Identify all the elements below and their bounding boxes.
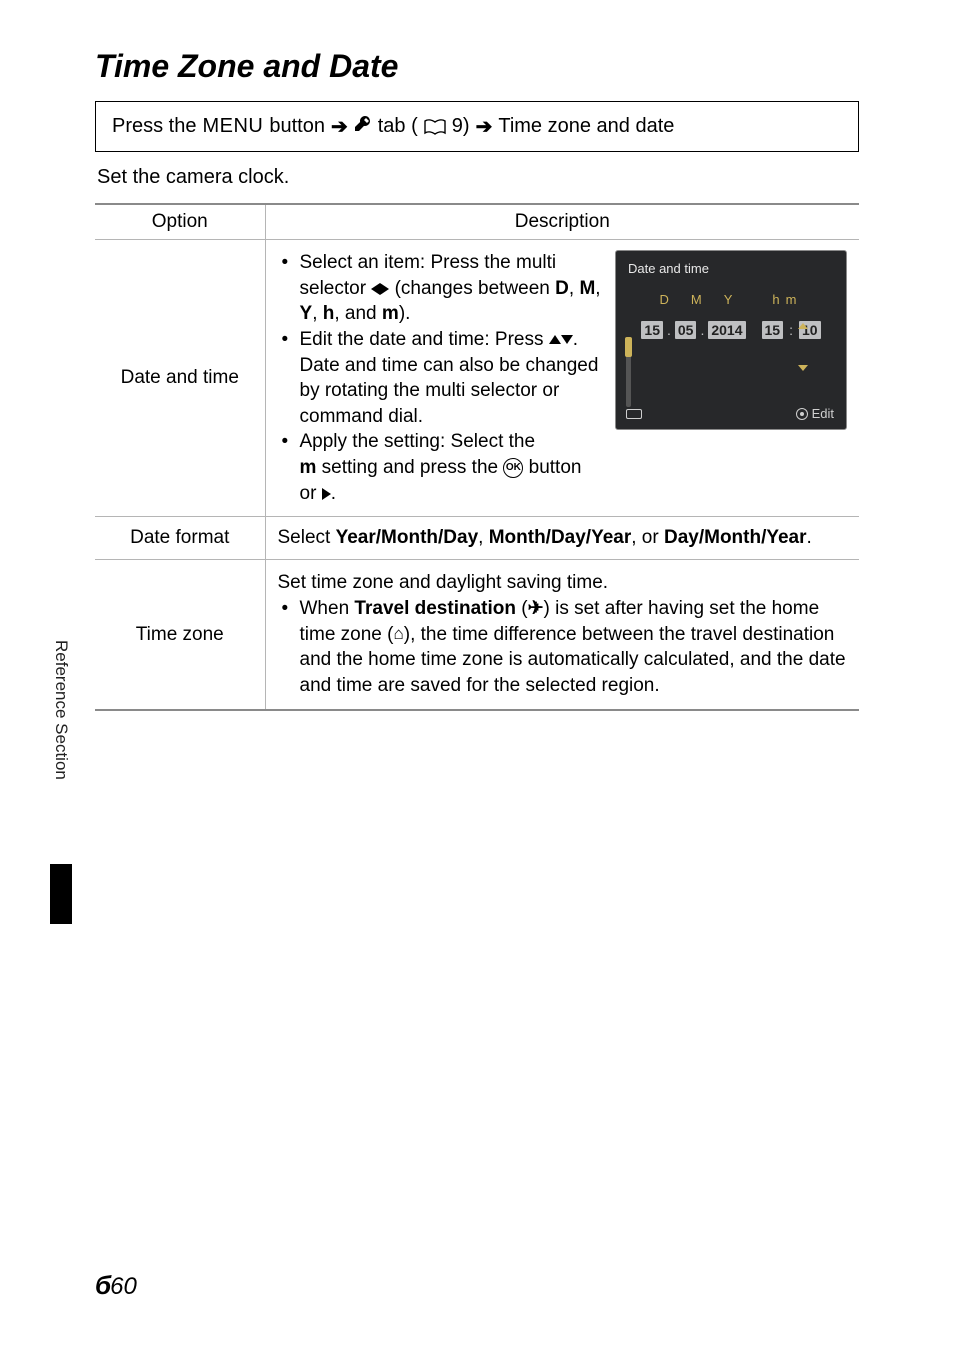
ok-button-icon: OK [503,458,523,478]
text: , and [334,303,382,324]
col-description: Description [265,204,859,240]
text: Set time zone and daylight saving time. [278,570,848,596]
book-icon [424,119,446,135]
page-number: 60 [110,1273,137,1301]
desc-time-zone: Set time zone and daylight saving time. … [265,560,859,710]
text: When [300,598,355,619]
text: ( [516,598,528,619]
wrench-icon [354,115,372,139]
text: (changes between [389,278,555,299]
opt-ymd: Year/Month/Day [336,527,479,548]
text: Edit the date and time: Press [300,329,549,350]
text: Select [278,527,336,548]
page-title: Time Zone and Date [95,48,859,85]
camera-lcd-preview: Date and time D M Y hm 15. 05. [615,250,847,430]
down-arrow-icon [561,335,573,344]
home-icon: ⌂ [393,623,403,646]
menu-button-label: MENU [202,115,263,138]
lcd-label-d: D [660,292,669,307]
right-arrow-icon [380,283,389,295]
table-row: Date and time Select an item: Press the … [95,240,859,517]
letter-m3: m [300,457,317,478]
lcd-label-y: Y [724,292,733,307]
lcd-month: 05 [675,321,697,339]
option-date-format: Date format [95,517,265,560]
breadcrumb-button: button [269,115,325,138]
plane-icon: ✈ [528,596,544,622]
side-tab-label: Reference Section [51,640,71,780]
text: . [807,527,812,548]
lcd-label-m: M [691,292,702,307]
text: . [331,483,336,504]
lcd-down-arrow-icon [798,365,808,371]
travel-destination-label: Travel destination [354,598,516,619]
intro-text: Set the camera clock. [97,166,859,189]
arrow-icon: ➔ [476,114,493,139]
breadcrumb: Press the MENU button ➔ tab ( 9) ➔ Time z… [95,101,859,152]
option-date-and-time: Date and time [95,240,265,517]
bullet-item: When Travel destination (✈) is set after… [278,596,848,699]
breadcrumb-dest: Time zone and date [498,115,674,138]
up-arrow-icon [549,335,561,344]
table-row: Time zone Set time zone and daylight sav… [95,560,859,710]
side-tab: Reference Section [50,640,72,860]
letter-d: D [555,278,569,299]
desc-date-format: Select Year/Month/Day, Month/Day/Year, o… [265,517,859,560]
lcd-hour: 15 [762,321,784,339]
text: , or [631,527,664,548]
left-arrow-icon [371,283,380,295]
lcd-day: 15 [641,321,663,339]
lcd-ring-icon [796,408,808,420]
letter-m2: m [382,303,399,324]
lcd-labels: D M Y hm [616,292,846,307]
options-table: Option Description Date and time Select … [95,203,859,711]
right-arrow-icon [322,488,331,500]
side-tab-marker [50,864,72,924]
table-row: Date format Select Year/Month/Day, Month… [95,517,859,560]
arrow-icon: ➔ [331,114,348,139]
text: ). [399,303,411,324]
lcd-values: 15. 05. 2014 15: 10 [616,321,846,339]
page-footer: б 60 [95,1270,137,1301]
lcd-year: 2014 [708,321,745,339]
letter-h: h [323,303,335,324]
breadcrumb-ref: 9) [452,115,470,138]
opt-mdy: Month/Day/Year [489,527,632,548]
lcd-slider-icon [626,337,631,407]
opt-dmy: Day/Month/Year [664,527,807,548]
desc-date-and-time: Select an item: Press the multi selector… [265,240,859,517]
lcd-back-icon [626,409,642,419]
bullet-item: Edit the date and time: Press . Date and… [278,327,602,430]
lcd-title: Date and time [616,251,846,282]
letter-y: Y [300,303,313,324]
breadcrumb-press: Press the [112,115,196,138]
bullet-continuation: m setting and press the OK button or . [278,455,602,506]
bullet-item: Select an item: Press the multi selector… [278,250,602,327]
lcd-edit-label: Edit [796,406,834,421]
lcd-up-arrow-icon [798,323,808,329]
lcd-label-hm: hm [772,292,802,307]
option-time-zone: Time zone [95,560,265,710]
text: setting and press the [316,457,503,478]
col-option: Option [95,204,265,240]
letter-m: M [579,278,595,299]
lcd-edit-text: Edit [812,406,834,421]
text: Apply the setting: Select the [300,431,536,452]
bullet-item: Apply the setting: Select the [278,429,602,455]
section-glyph-icon: б [95,1270,108,1301]
breadcrumb-tab: tab ( [378,115,418,138]
